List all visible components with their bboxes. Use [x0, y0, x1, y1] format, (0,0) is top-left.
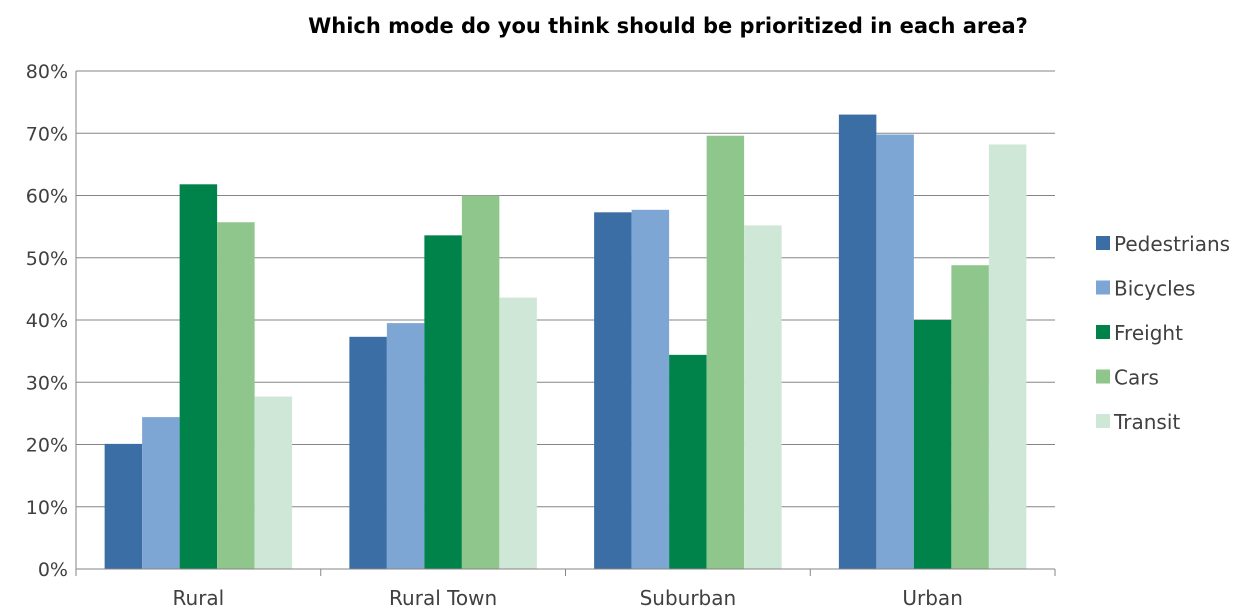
legend-label-pedestrians: Pedestrians [1114, 232, 1230, 256]
bar-freight-rural-town [424, 235, 462, 569]
bar-cars-urban [951, 265, 989, 569]
y-tick-label: 10% [26, 497, 68, 519]
bar-pedestrians-suburban [594, 212, 632, 569]
x-category-label: Rural [173, 586, 225, 610]
y-tick-label: 50% [26, 248, 68, 270]
bars [104, 114, 1027, 570]
axes [75, 71, 1056, 576]
legend-label-freight: Freight [1114, 321, 1183, 345]
y-tick-label: 80% [26, 61, 68, 83]
y-tick-label: 20% [26, 435, 68, 457]
bar-bicycles-suburban [631, 209, 670, 569]
chart-title: Which mode do you think should be priori… [308, 14, 1028, 38]
x-category-label: Rural Town [389, 586, 497, 610]
y-tick-label: 30% [26, 372, 68, 394]
y-axis-tick-labels: 0% 10% 20% 30% 40% 50% 60% 70% 80% [26, 61, 68, 581]
legend-label-cars: Cars [1114, 366, 1159, 390]
y-tick-label: 40% [26, 310, 68, 332]
legend-label-bicycles: Bicycles [1114, 277, 1195, 301]
y-tick-label: 70% [26, 123, 68, 145]
bar-bicycles-urban [876, 134, 914, 569]
bar-freight-rural [179, 184, 218, 570]
bar-pedestrians-rural-town [349, 336, 387, 569]
bar-pedestrians-urban [838, 114, 877, 569]
bar-freight-urban [913, 320, 952, 569]
x-axis-category-labels: Rural Rural Town Suburban Urban [173, 586, 963, 610]
legend-label-transit: Transit [1113, 410, 1180, 434]
legend: Pedestrians Bicycles Freight Cars Transit [1096, 232, 1230, 434]
legend-swatch-bicycles [1096, 280, 1110, 295]
bar-transit-urban [988, 144, 1027, 569]
bar-transit-rural [254, 396, 293, 569]
bar-cars-rural-town [461, 195, 500, 569]
legend-swatch-freight [1096, 325, 1110, 339]
legend-swatch-pedestrians [1096, 236, 1110, 250]
bar-transit-suburban [744, 225, 782, 569]
legend-swatch-cars [1096, 369, 1110, 384]
x-category-label: Urban [902, 586, 963, 610]
y-tick-label: 0% [38, 559, 68, 581]
bar-cars-suburban [706, 135, 745, 570]
bar-bicycles-rural-town [386, 323, 425, 569]
bar-cars-rural [217, 222, 255, 569]
bar-freight-suburban [669, 354, 707, 569]
bar-bicycles-rural [142, 417, 180, 569]
legend-swatch-transit [1096, 414, 1110, 428]
x-category-label: Suburban [640, 586, 737, 610]
bar-pedestrians-rural [104, 443, 143, 569]
y-tick-label: 60% [26, 186, 68, 208]
bar-transit-rural-town [499, 297, 537, 569]
